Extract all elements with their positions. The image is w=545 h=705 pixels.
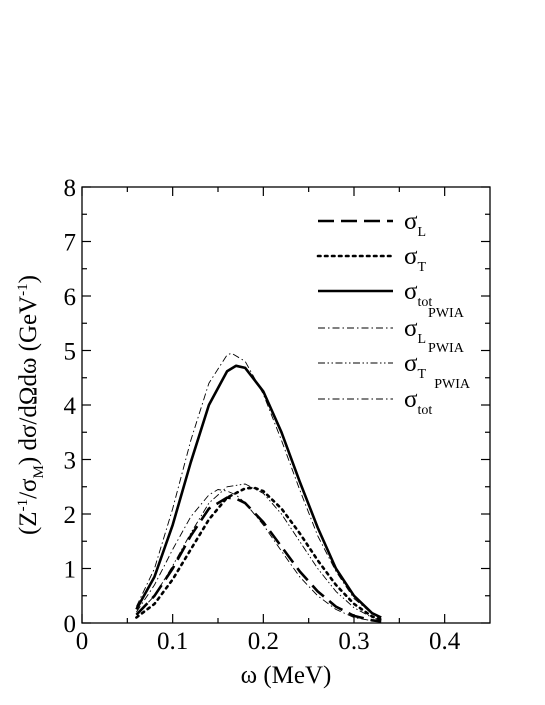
y-axis-label-part: M — [31, 465, 47, 478]
y-axis-label: (Z-1/σM) dσ/dΩdω (GeV-1) — [15, 275, 47, 535]
y-tick-label: 8 — [64, 175, 77, 202]
y-tick-label: 7 — [64, 230, 77, 257]
series-line-5 — [135, 352, 382, 619]
legend-label-3: σLPWIA — [404, 306, 465, 347]
series-line-1 — [135, 486, 383, 622]
x-tick-label: 0.2 — [248, 628, 279, 655]
y-axis-label-part: /σ — [15, 478, 42, 499]
legend-label-0: σL — [404, 208, 426, 240]
x-tick-label: 0.1 — [157, 628, 188, 655]
x-tick-label: 0.4 — [429, 628, 461, 655]
y-tick-label: 1 — [64, 557, 77, 584]
legend-label-5: σtotPWIA — [404, 377, 471, 418]
y-tick-label: 0 — [64, 611, 77, 638]
legend-label-1: σT — [404, 243, 426, 275]
series-line-4 — [136, 483, 382, 621]
legend-label-2: σtot — [404, 278, 432, 310]
axis-ticks: 0 0.1 0.2 0.3 0.4 0 1 2 3 4 5 6 7 8 — [64, 175, 490, 655]
series-line-2 — [135, 364, 382, 619]
y-axis-label-part: ) dσ/dΩdω (GeV — [15, 296, 42, 465]
x-tick-label: 0.3 — [338, 628, 369, 655]
y-tick-label: 2 — [64, 502, 77, 529]
legend-label-4: σTPWIA — [404, 341, 465, 382]
y-axis-label-part: ) — [15, 275, 42, 283]
y-axis-label-part: -1 — [15, 283, 31, 296]
y-axis-label-part: (Z — [15, 511, 42, 535]
y-tick-label: 6 — [64, 284, 77, 311]
series-line-0 — [135, 496, 382, 623]
series-line-3 — [136, 489, 382, 623]
y-tick-label: 3 — [64, 448, 77, 475]
y-axis-label-part: -1 — [15, 499, 31, 512]
x-tick-label: 0 — [76, 628, 89, 655]
y-tick-label: 5 — [64, 339, 77, 366]
series-group — [135, 352, 383, 623]
x-axis-label: ω (MeV) — [241, 662, 332, 689]
y-tick-label: 4 — [64, 393, 77, 420]
